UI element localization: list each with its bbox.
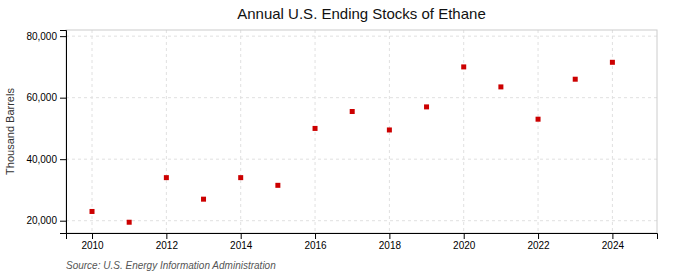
- tick: 2022: [527, 233, 550, 251]
- point: [350, 109, 355, 114]
- grid-line-y: [66, 220, 657, 221]
- tick: 2018: [379, 233, 402, 251]
- source: Source: U.S. Energy Information Administ…: [66, 260, 276, 271]
- tick: 40,000: [26, 154, 66, 165]
- tick-mark: [60, 36, 66, 37]
- tick-mark: [166, 233, 167, 239]
- point: [127, 220, 132, 225]
- point: [201, 197, 206, 202]
- tick-mark: [315, 233, 316, 239]
- point: [610, 60, 615, 65]
- point: [387, 127, 392, 132]
- grid-line-y: [66, 36, 657, 37]
- tick: 2016: [304, 233, 327, 251]
- title: Annual U.S. Ending Stocks of Ethane: [237, 5, 486, 22]
- point: [238, 175, 243, 180]
- plot: 2010 2012 2014 2016 2018 2020 2022 2024 20,000 40…: [26, 30, 657, 251]
- tick: 2024: [602, 233, 625, 251]
- tick-mark: [612, 233, 613, 239]
- tick-label: 2022: [527, 240, 550, 251]
- plot-frame: [66, 30, 657, 233]
- tick-label: 40,000: [26, 154, 57, 165]
- point: [573, 77, 578, 82]
- grid-line-x: [463, 30, 464, 233]
- tick-label: 2024: [602, 240, 625, 251]
- y-axis: 20,000 40,000 60,000 80,000: [26, 31, 66, 234]
- grid-line-y: [66, 159, 657, 160]
- tick-mark: [464, 233, 465, 239]
- tick-label: 2012: [156, 240, 179, 251]
- grid-line-x: [240, 30, 241, 233]
- point: [498, 84, 503, 89]
- x-axis: 2010 2012 2014 2016 2018 2020 2022 2024: [67, 233, 658, 251]
- point: [461, 64, 466, 69]
- tick: 2012: [156, 233, 179, 251]
- tick-mark: [389, 233, 390, 239]
- chart: 2010 2012 2014 2016 2018 2020 2022 2024 20,000 40…: [0, 0, 675, 275]
- axis-line: [60, 31, 67, 234]
- tick-mark: [92, 233, 93, 239]
- point: [164, 175, 169, 180]
- point: [90, 209, 95, 214]
- tick-label: 20,000: [26, 215, 57, 226]
- tick: 2020: [453, 233, 476, 251]
- tick-label: 2010: [81, 240, 104, 251]
- point: [313, 126, 318, 131]
- tick-label: 2020: [453, 240, 476, 251]
- grid: [66, 30, 657, 233]
- grid-line-y: [66, 97, 657, 98]
- tick: 20,000: [26, 215, 66, 226]
- grid-line-x: [166, 30, 167, 233]
- tick-mark: [60, 98, 66, 99]
- tick-mark: [538, 233, 539, 239]
- tick-label: 2014: [230, 240, 253, 251]
- tick-label: 2018: [379, 240, 402, 251]
- grid-line-x: [315, 30, 316, 233]
- tick-label: 80,000: [26, 31, 57, 42]
- tick-mark: [241, 233, 242, 239]
- points: [90, 60, 615, 225]
- tick: 2010: [81, 233, 104, 251]
- tick: 80,000: [26, 31, 66, 42]
- tick-label: 2016: [304, 240, 327, 251]
- tick: 60,000: [26, 92, 66, 103]
- tick-mark: [60, 221, 66, 222]
- tick-label: 60,000: [26, 92, 57, 103]
- tick: 2014: [230, 233, 253, 251]
- tick-mark: [60, 159, 66, 160]
- grid-line-x: [92, 30, 93, 233]
- y-axis-label: Thousand Barrels: [4, 88, 16, 175]
- point: [275, 183, 280, 188]
- point: [424, 104, 429, 109]
- grid-line-x: [538, 30, 539, 233]
- axis-line: [67, 234, 658, 240]
- point: [536, 117, 541, 122]
